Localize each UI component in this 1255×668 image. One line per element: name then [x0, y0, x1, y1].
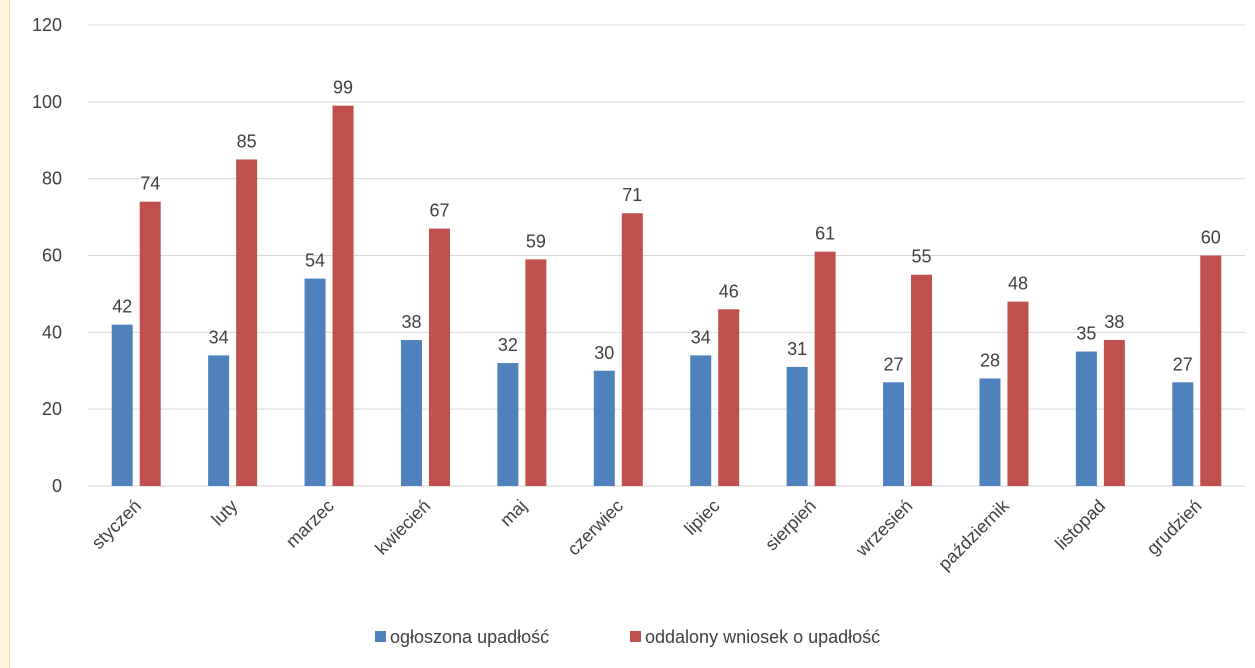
bar-ogloszona [786, 366, 808, 486]
x-category-label: lipiec [680, 496, 723, 539]
x-category-label: marzec [282, 496, 338, 552]
bar-oddalony [139, 201, 161, 486]
x-category-label: grudzień [1143, 496, 1206, 559]
data-label: 42 [112, 297, 132, 317]
data-label: 59 [526, 231, 546, 251]
bar-ogloszona [1172, 382, 1194, 486]
data-label: 35 [1076, 324, 1096, 344]
bar-ogloszona [1075, 351, 1097, 486]
data-label: 67 [429, 201, 449, 221]
bar-ogloszona [208, 355, 230, 486]
data-label: 27 [1173, 354, 1193, 374]
data-label: 27 [884, 354, 904, 374]
bar-oddalony [428, 228, 450, 486]
y-tick-label: 60 [42, 246, 62, 266]
x-category-label: luty [208, 496, 242, 530]
y-tick-label: 100 [32, 92, 62, 112]
bar-oddalony [814, 251, 836, 486]
bar-oddalony [525, 259, 547, 486]
data-label: 71 [622, 185, 642, 205]
bar-oddalony [1200, 255, 1222, 486]
x-category-label: listopad [1051, 496, 1109, 554]
bar-ogloszona [883, 382, 905, 486]
bar-ogloszona [497, 363, 519, 486]
y-tick-label: 40 [42, 322, 62, 342]
data-label: 32 [498, 335, 518, 355]
legend: ogłoszona upadłość oddalony wniosek o upa… [375, 627, 880, 647]
data-label: 48 [1008, 274, 1028, 294]
bar-oddalony [718, 309, 740, 486]
legend-swatch [375, 631, 386, 642]
y-tick-label: 120 [32, 15, 62, 35]
legend-swatch [630, 631, 641, 642]
data-labels: 42 74 34 85 54 99 38 67 32 59 30 71 34 46 31 61 27 55 28 48… [112, 78, 1221, 375]
x-category-label: wrzesień [851, 496, 916, 561]
y-tick-label: 0 [52, 476, 62, 496]
x-category-label: maj [496, 496, 531, 531]
data-label: 55 [912, 247, 932, 267]
bars [111, 105, 1222, 487]
data-label: 85 [237, 131, 257, 151]
x-category-label: październik [934, 495, 1013, 574]
data-label: 54 [305, 251, 325, 271]
legend-label: ogłoszona upadłość [390, 627, 549, 647]
bar-ogloszona [979, 378, 1001, 486]
data-label: 46 [719, 281, 739, 301]
data-label: 34 [209, 327, 229, 347]
x-category-label: styczeń [88, 496, 145, 553]
x-category-label: kwiecień [371, 496, 434, 559]
data-label: 99 [333, 78, 353, 98]
legend-label: oddalony wniosek o upadłość [645, 627, 880, 647]
gridlines [88, 24, 1245, 487]
data-label: 38 [401, 312, 421, 332]
bar-ogloszona [111, 324, 133, 486]
bar-ogloszona [593, 370, 615, 486]
window-edge-strip [0, 0, 10, 668]
bar-ogloszona [690, 355, 712, 486]
bar-ogloszona [400, 340, 422, 486]
data-label: 60 [1201, 228, 1221, 248]
x-axis-categories: styczeń luty marzec kwiecień maj czerwiec lipi… [88, 495, 1206, 574]
data-label: 28 [980, 350, 1000, 370]
data-label: 74 [140, 174, 160, 194]
bar-oddalony [1007, 301, 1029, 486]
x-category-label: czerwiec [563, 496, 627, 560]
bar-oddalony [911, 274, 933, 486]
data-label: 30 [594, 343, 614, 363]
y-tick-label: 80 [42, 169, 62, 189]
bar-ogloszona [304, 278, 326, 486]
data-label: 38 [1104, 312, 1124, 332]
bar-oddalony [332, 105, 354, 487]
data-label: 61 [815, 224, 835, 244]
x-category-label: sierpień [761, 496, 820, 555]
bar-oddalony [236, 159, 258, 487]
bar-oddalony [1103, 340, 1125, 486]
y-axis-ticks: 0 20 40 60 80 100 120 [32, 15, 62, 496]
y-tick-label: 20 [42, 399, 62, 419]
data-label: 34 [691, 327, 711, 347]
bar-oddalony [621, 213, 643, 486]
data-label: 31 [787, 339, 807, 359]
